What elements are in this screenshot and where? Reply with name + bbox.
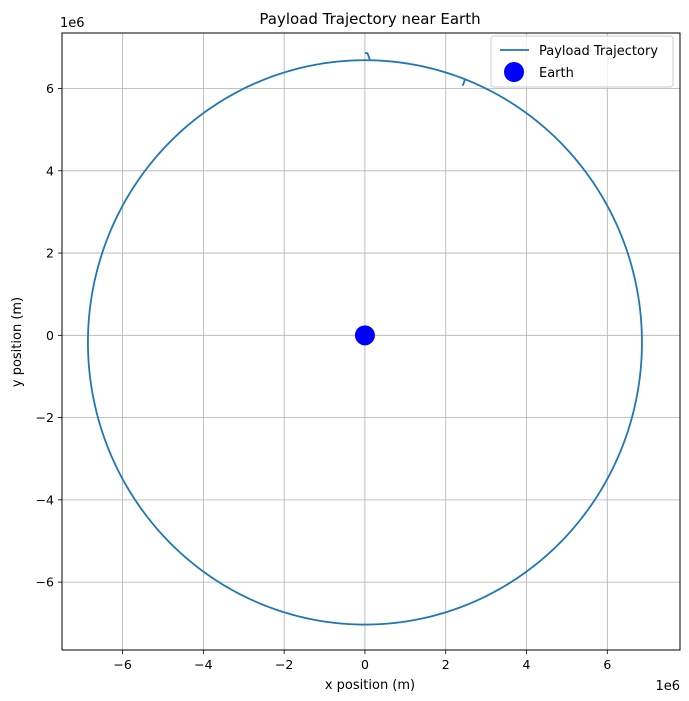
x-ticks: −6 −4 −2 0 2 4 6	[113, 650, 611, 672]
x-tick-label: −2	[275, 657, 293, 672]
x-tick-label: 0	[361, 657, 369, 672]
y-tick-label: 6	[46, 81, 54, 96]
series-layer	[87, 52, 643, 626]
earth-point	[354, 325, 375, 346]
y-tick-label: 0	[46, 328, 54, 343]
x-offset-label: 1e6	[655, 679, 680, 694]
y-axis-label: y position (m)	[10, 297, 25, 387]
x-tick-label: 6	[603, 657, 611, 672]
legend-label-payload-trajectory: Payload Trajectory	[539, 44, 658, 59]
legend-box	[490, 35, 674, 88]
plot-area	[61, 32, 681, 651]
x-tick-label: 2	[442, 657, 450, 672]
y-tick-label: −2	[36, 410, 54, 425]
x-tick-label: −6	[113, 657, 131, 672]
y-tick-label: −6	[36, 575, 54, 590]
y-tick-label: 4	[46, 163, 54, 178]
legend: Payload Trajectory Earth	[490, 35, 674, 88]
x-tick-label: 4	[523, 657, 531, 672]
y-tick-label: −4	[36, 492, 54, 507]
y-tick-label: 2	[46, 246, 54, 261]
series-payload-trajectory	[87, 52, 643, 626]
legend-marker-earth	[504, 62, 524, 82]
y-offset-label: 1e6	[60, 16, 85, 31]
x-tick-label: −4	[194, 657, 212, 672]
grid	[62, 33, 680, 650]
x-axis-label: x position (m)	[325, 678, 415, 693]
chart-title: Payload Trajectory near Earth	[259, 10, 480, 28]
legend-label-earth: Earth	[539, 66, 574, 81]
y-ticks: −6 −4 −2 0 2 4 6	[36, 81, 62, 590]
